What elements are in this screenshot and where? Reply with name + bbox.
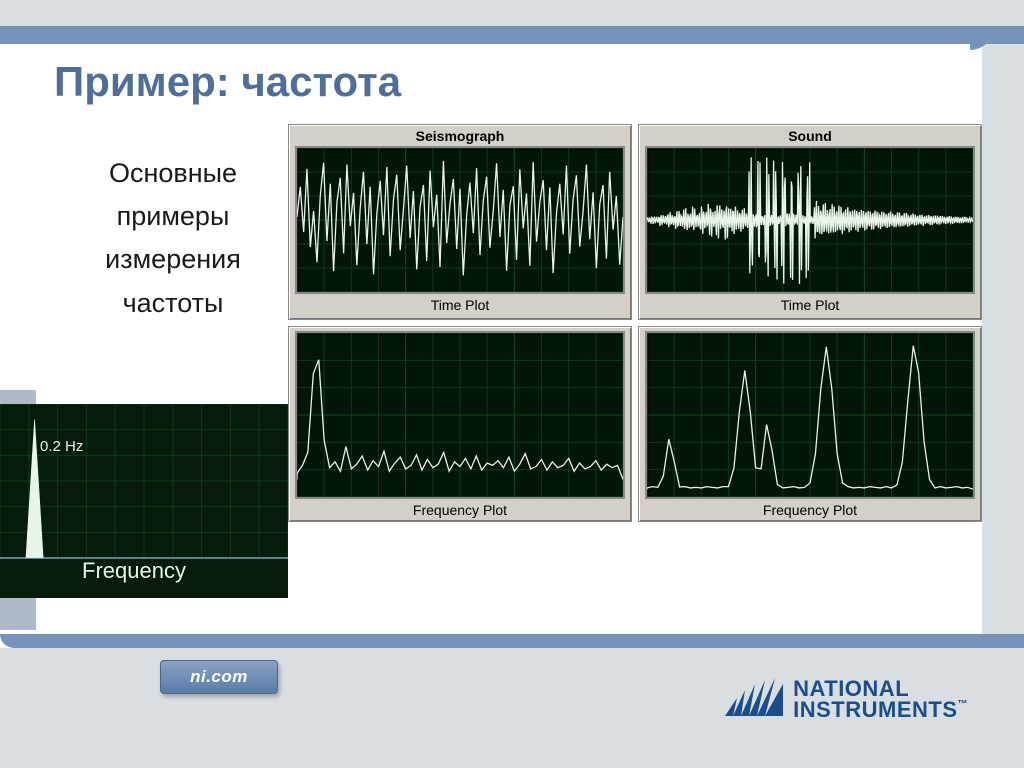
logo-line2: INSTRUMENTS: [793, 697, 957, 722]
panel-title: Sound: [639, 125, 981, 146]
panel-footer: Time Plot: [639, 294, 981, 315]
seismograph-time-panel: Seismograph Time Plot: [288, 124, 632, 320]
subtitle-line: Основные: [68, 152, 278, 195]
oscilloscope-screen: [295, 331, 625, 499]
oscilloscope-screen: [295, 146, 625, 294]
ni-logo-text: NATIONAL INSTRUMENTS™: [793, 679, 968, 721]
panel-title: Seismograph: [289, 125, 631, 146]
trademark: ™: [958, 699, 969, 710]
subtitle-line: частоты: [68, 282, 278, 325]
grid: [297, 333, 623, 497]
seismograph-freq-panel: Frequency Plot: [288, 326, 632, 522]
panel-footer: Frequency Plot: [289, 499, 631, 520]
frequency-standalone-plot: 0.2 Hz Frequency: [0, 404, 288, 598]
oscilloscope-screen: [645, 146, 975, 294]
grid: [647, 333, 973, 497]
slide-subtitle: Основные примеры измерения частоты: [68, 152, 278, 325]
grid: [297, 148, 623, 292]
axis-label: Frequency: [0, 558, 268, 584]
grid: [0, 404, 288, 558]
bg-top-strip: [0, 0, 1024, 26]
oscilloscope-screen: [645, 331, 975, 499]
national-instruments-logo: NATIONAL INSTRUMENTS™: [723, 676, 968, 724]
ni-eagle-icon: [723, 676, 785, 724]
subtitle-line: примеры: [68, 195, 278, 238]
panel-footer: Time Plot: [289, 294, 631, 315]
hz-label: 0.2 Hz: [40, 438, 83, 455]
sound-time-panel: Sound Time Plot: [638, 124, 982, 320]
ni-com-badge[interactable]: ni.com: [160, 660, 278, 694]
slide-title: Пример: частота: [54, 58, 401, 106]
bg-bottom-blue-bar: [0, 634, 1024, 648]
sound-freq-panel: Frequency Plot: [638, 326, 982, 522]
bg-blue-bar: [0, 26, 1024, 44]
subtitle-line: измерения: [68, 238, 278, 281]
panel-footer: Frequency Plot: [639, 499, 981, 520]
